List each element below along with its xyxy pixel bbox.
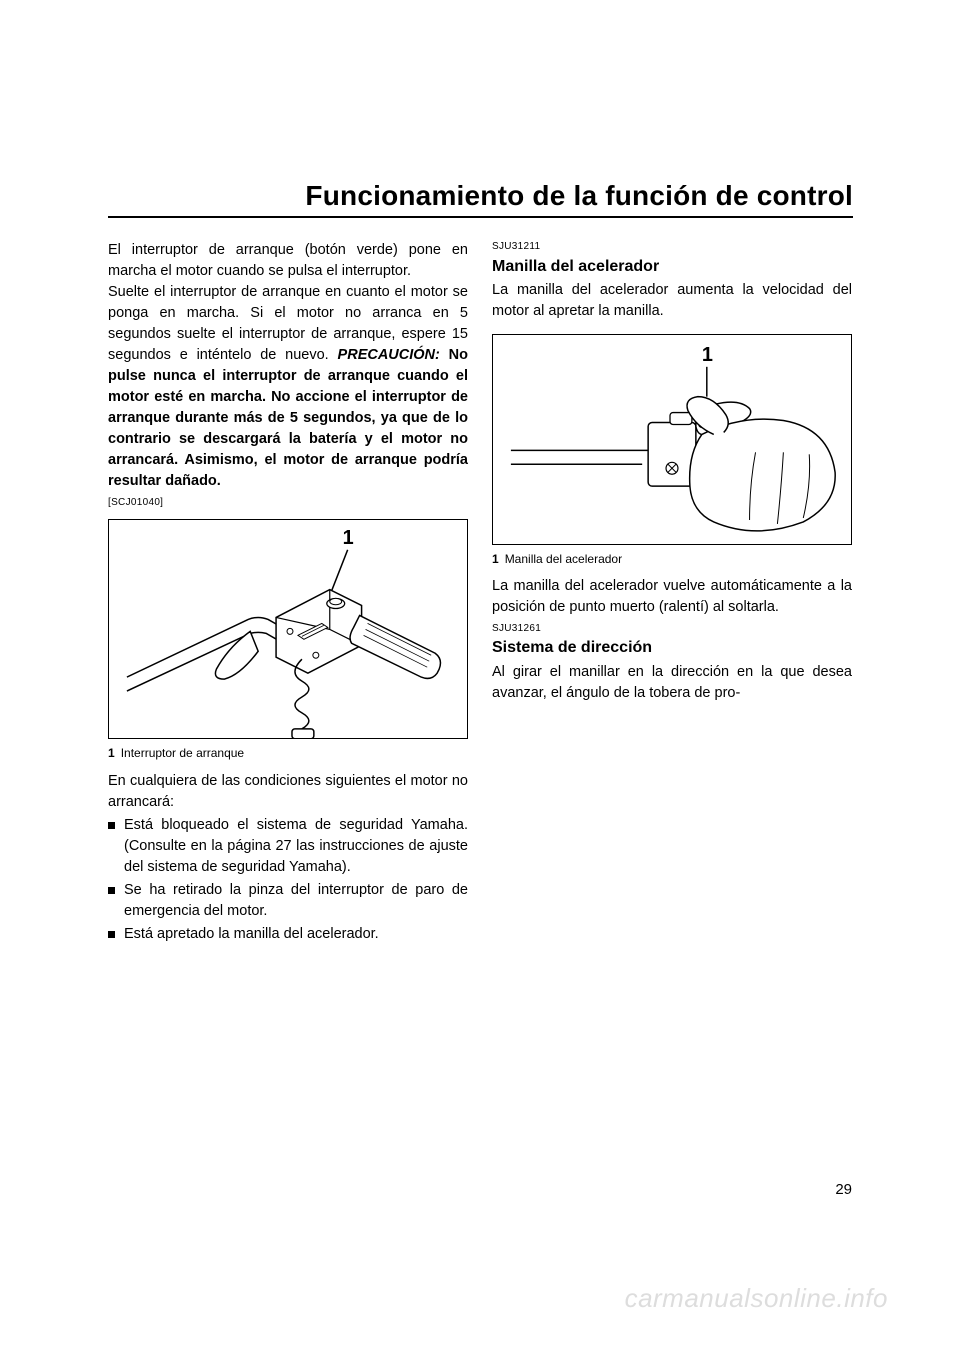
figure-start-switch: 1 (108, 519, 468, 740)
page-content: Funcionamiento de la función de control … (108, 180, 853, 947)
start-switch-illustration: 1 (109, 520, 467, 739)
watermark-text: carmanualsonline.info (625, 1283, 888, 1313)
paragraph: Al girar el manillar en la dirección en … (492, 662, 852, 704)
figure-caption: 1 Manilla del acelerador (492, 551, 852, 568)
paragraph: En cualquiera de las condiciones siguien… (108, 771, 468, 813)
section-code: SJU31211 (492, 240, 852, 255)
watermark: carmanualsonline.info (625, 1283, 888, 1314)
throttle-lever-illustration: 1 (493, 335, 851, 544)
caption-text: Interruptor de arranque (121, 746, 244, 760)
figure-caption: 1 Interruptor de arranque (108, 745, 468, 762)
caption-number: 1 (108, 746, 115, 760)
section-heading: Sistema de dirección (492, 636, 852, 659)
right-column: SJU31211 Manilla del acelerador La manil… (492, 240, 852, 947)
list-item: Se ha retirado la pinza del interruptor … (108, 880, 468, 922)
section-code: SJU31261 (492, 622, 852, 637)
caption-text: Manilla del acelerador (505, 552, 622, 566)
paragraph: La manilla del acelerador vuelve automát… (492, 576, 852, 618)
callout-number: 1 (343, 527, 354, 549)
left-column: El interruptor de arranque (botón verde)… (108, 240, 468, 947)
list-item: Está apretado la manilla del acelerador. (108, 924, 468, 945)
reference-code: [SCJ01040] (108, 496, 468, 511)
figure-throttle-lever: 1 (492, 334, 852, 545)
list-item: Está bloqueado el sistema de seguridad Y… (108, 815, 468, 878)
two-column-layout: El interruptor de arranque (botón verde)… (108, 240, 853, 947)
section-heading: Manilla del acelerador (492, 255, 852, 278)
page-title: Funcionamiento de la función de control (108, 180, 853, 212)
paragraph: Suelte el interruptor de arranque en cua… (108, 282, 468, 492)
paragraph: El interruptor de arranque (botón verde)… (108, 240, 468, 282)
bullet-list: Está bloqueado el sistema de seguridad Y… (108, 815, 468, 945)
callout-number: 1 (702, 344, 713, 366)
paragraph: La manilla del acelerador aumenta la vel… (492, 280, 852, 322)
caption-number: 1 (492, 552, 499, 566)
page-number: 29 (835, 1181, 852, 1198)
bold-text-run: No pulse nunca el interruptor de arranqu… (108, 347, 468, 489)
caution-label: PRECAUCIÓN: (338, 347, 440, 363)
title-rule: Funcionamiento de la función de control (108, 180, 853, 218)
